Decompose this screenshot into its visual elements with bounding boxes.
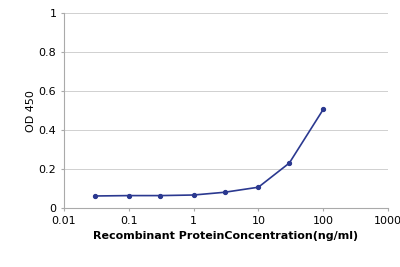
Y-axis label: OD 450: OD 450 [26,90,36,132]
X-axis label: Recombinant ProteinConcentration(ng/ml): Recombinant ProteinConcentration(ng/ml) [94,231,358,241]
